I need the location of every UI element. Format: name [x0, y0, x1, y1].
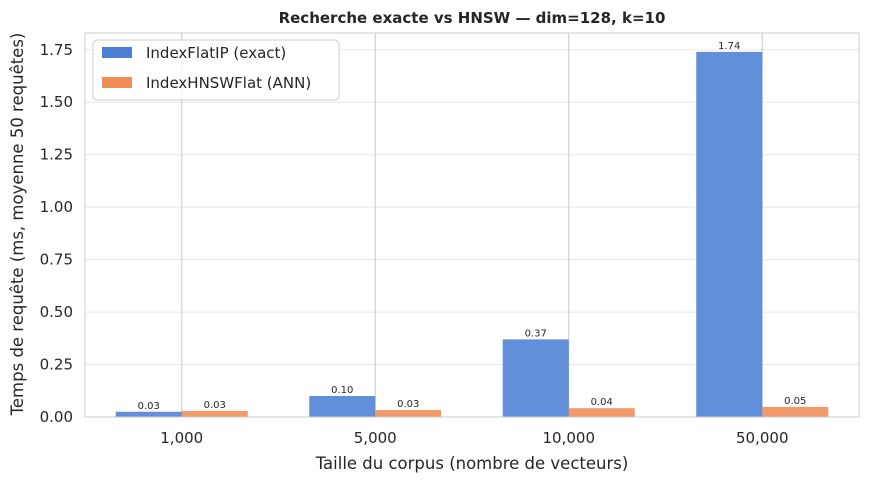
y-tick-label: 1.75 — [40, 41, 73, 59]
x-tick-label: 50,000 — [736, 429, 789, 447]
legend-swatch-ann — [102, 77, 132, 88]
bar-value-label: 0.03 — [138, 401, 160, 412]
legend-swatch-exact — [102, 47, 132, 58]
y-ticks: 0.00 0.25 0.50 0.75 1.00 1.25 1.50 1.75 — [40, 41, 73, 426]
legend-label-ann: IndexHNSWFlat (ANN) — [146, 74, 311, 92]
x-ticks: 1,000 5,000 10,000 50,000 — [160, 429, 788, 447]
x-tick-label: 1,000 — [160, 429, 203, 447]
x-tick-label: 5,000 — [354, 429, 397, 447]
legend: IndexFlatIP (exact) IndexHNSWFlat (ANN) — [92, 39, 340, 101]
bar-value-label: 0.05 — [784, 396, 806, 407]
bar-exact — [696, 51, 763, 417]
y-tick-label: 0.00 — [40, 408, 73, 426]
x-axis-title: Taille du corpus (nombre de vecteurs) — [315, 454, 629, 473]
bar-exact — [115, 411, 182, 417]
chart-title: Recherche exacte vs HNSW — dim=128, k=10 — [279, 9, 666, 27]
y-tick-label: 0.75 — [40, 251, 73, 269]
bar-ann — [568, 408, 635, 417]
x-tick-label: 10,000 — [543, 429, 596, 447]
plot-frame — [84, 32, 860, 418]
bar-exact — [309, 396, 376, 417]
bar-labels: 0.03 0.10 0.37 1.74 0.03 0.03 0.04 0.05 — [138, 41, 807, 412]
y-tick-label: 1.50 — [40, 93, 73, 111]
bar-ann — [375, 410, 442, 417]
bar-value-label: 0.37 — [525, 328, 547, 339]
bar-exact — [502, 339, 569, 417]
bar-value-label: 0.04 — [591, 397, 613, 408]
y-tick-label: 1.00 — [40, 198, 73, 216]
y-tick-label: 0.25 — [40, 356, 73, 374]
bar-value-label: 0.03 — [204, 400, 226, 411]
bar-value-label: 1.74 — [718, 41, 740, 52]
bar-value-label: 0.03 — [397, 399, 419, 410]
bar-ann — [181, 410, 248, 417]
y-axis-title: Temps de requête (ms, moyenne 50 requête… — [8, 33, 27, 417]
bar-ann — [762, 406, 829, 417]
y-tick-label: 0.50 — [40, 303, 73, 321]
bar-value-label: 0.10 — [331, 385, 353, 396]
y-tick-label: 1.25 — [40, 146, 73, 164]
legend-label-exact: IndexFlatIP (exact) — [146, 44, 286, 62]
bars — [115, 51, 829, 417]
legend-box — [92, 39, 340, 101]
